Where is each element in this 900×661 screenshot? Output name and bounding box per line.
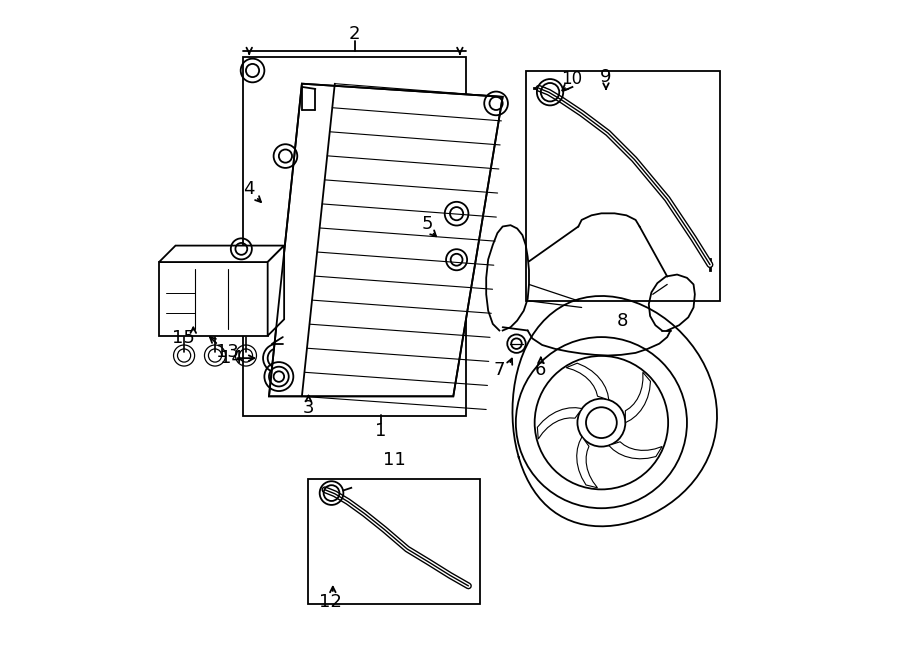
Text: 11: 11	[382, 451, 405, 469]
Text: 2: 2	[349, 25, 360, 44]
Text: 8: 8	[617, 311, 628, 330]
Bar	[243, 58, 466, 416]
Polygon shape	[537, 408, 582, 439]
Polygon shape	[159, 262, 267, 336]
Text: 12: 12	[319, 593, 342, 611]
Text: 7: 7	[493, 361, 505, 379]
Text: 9: 9	[600, 68, 612, 86]
Polygon shape	[608, 442, 662, 459]
Text: 10: 10	[562, 70, 582, 88]
Text: 4: 4	[244, 180, 255, 198]
Polygon shape	[267, 246, 284, 336]
Text: 13: 13	[216, 342, 239, 360]
Polygon shape	[626, 372, 651, 422]
Polygon shape	[159, 246, 284, 262]
Bar	[526, 71, 720, 301]
Text: 3: 3	[302, 399, 314, 417]
Text: 14: 14	[220, 349, 243, 367]
Text: 15: 15	[172, 329, 195, 348]
Polygon shape	[577, 437, 598, 488]
Polygon shape	[269, 84, 503, 397]
Bar	[309, 479, 480, 603]
Text: 6: 6	[536, 361, 546, 379]
Text: 5: 5	[421, 215, 433, 233]
Polygon shape	[566, 363, 608, 400]
Text: 1: 1	[375, 422, 387, 440]
